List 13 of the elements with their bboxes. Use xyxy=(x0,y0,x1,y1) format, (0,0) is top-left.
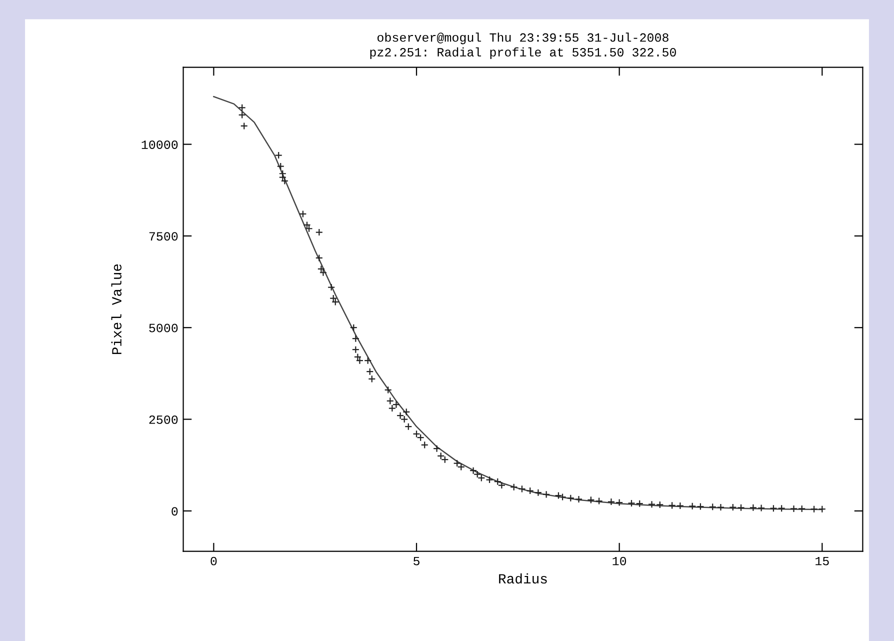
y-axis-title: Pixel Value xyxy=(111,264,122,354)
y-tick-label: 10000 xyxy=(142,140,178,149)
chart-subtitle: pz2.251: Radial profile at 5351.50 322.50 xyxy=(370,47,676,59)
y-tick-label: 2500 xyxy=(149,415,178,424)
y-tick-label: 5000 xyxy=(149,324,178,332)
y-tick-label: 7500 xyxy=(149,232,178,241)
x-tick-label: 0 xyxy=(210,556,217,566)
x-tick-label: 5 xyxy=(414,556,420,566)
y-tick-label: 0 xyxy=(172,507,178,516)
x-tick-label: 10 xyxy=(612,556,626,566)
x-axis-title: Radius xyxy=(499,573,547,584)
chart-title: observer@mogul Thu 23:39:55 31-Jul-2008 xyxy=(377,32,668,44)
x-tick-label: 15 xyxy=(816,556,829,566)
